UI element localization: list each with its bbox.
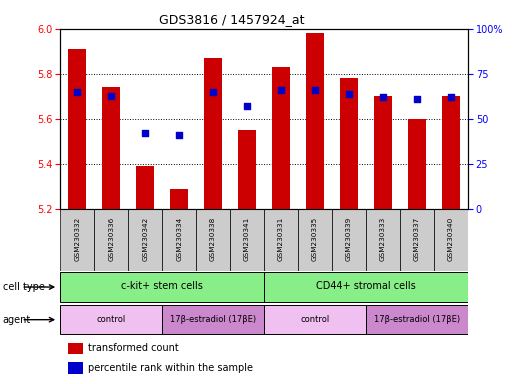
Point [243,103,252,109]
Bar [400,209,434,271]
Title: GDS3816 / 1457924_at: GDS3816 / 1457924_at [158,13,304,26]
Text: control: control [301,314,329,324]
Bar [272,67,290,209]
Bar [68,49,86,209]
Point [345,91,354,97]
Bar [230,209,264,271]
Bar [60,272,264,302]
Bar [238,130,256,209]
Bar [340,78,358,209]
Bar [162,305,264,334]
Text: GSM230335: GSM230335 [312,217,318,261]
Text: GSM230338: GSM230338 [210,217,216,261]
Text: c-kit+ stem cells: c-kit+ stem cells [121,281,203,291]
Bar [264,209,298,271]
Point [311,87,320,93]
Text: 17β-estradiol (17βE): 17β-estradiol (17βE) [374,314,460,324]
Bar [306,33,324,209]
Text: GSM230334: GSM230334 [176,217,182,261]
Text: GSM230333: GSM230333 [380,217,386,261]
Bar [442,96,460,209]
Bar [60,209,94,271]
Point [447,94,456,101]
Text: GSM230337: GSM230337 [414,217,420,261]
Bar [69,362,83,374]
Text: GSM230340: GSM230340 [448,217,454,261]
Text: GSM230341: GSM230341 [244,217,250,261]
Text: CD44+ stromal cells: CD44+ stromal cells [316,281,416,291]
Bar [196,209,230,271]
Text: GSM230331: GSM230331 [278,217,284,261]
Bar [170,189,188,209]
Text: agent: agent [3,314,31,325]
Bar [374,96,392,209]
Text: percentile rank within the sample: percentile rank within the sample [88,363,253,373]
Text: GSM230336: GSM230336 [108,217,114,261]
Text: transformed count: transformed count [88,343,179,353]
Bar [434,209,468,271]
Point [107,93,116,99]
Bar [298,209,332,271]
Bar [204,58,222,209]
Text: GSM230342: GSM230342 [142,217,148,261]
Text: 17β-estradiol (17βE): 17β-estradiol (17βE) [170,314,256,324]
Text: control: control [97,314,126,324]
Point [73,89,82,95]
Bar [128,209,162,271]
Point [209,89,218,95]
Bar [366,209,400,271]
Point [379,94,388,101]
Point [413,96,422,102]
Bar [264,305,366,334]
Point [175,132,184,138]
Text: cell type: cell type [3,282,44,292]
Bar [162,209,196,271]
Bar [102,88,120,209]
Point [141,131,150,137]
Bar [94,209,128,271]
Bar [366,305,468,334]
Bar [69,343,83,354]
Text: GSM230332: GSM230332 [74,217,80,261]
Text: GSM230339: GSM230339 [346,217,352,261]
Bar [136,166,154,209]
Bar [408,119,426,209]
Bar [264,272,468,302]
Bar [332,209,366,271]
Point [277,87,286,93]
Bar [60,305,162,334]
